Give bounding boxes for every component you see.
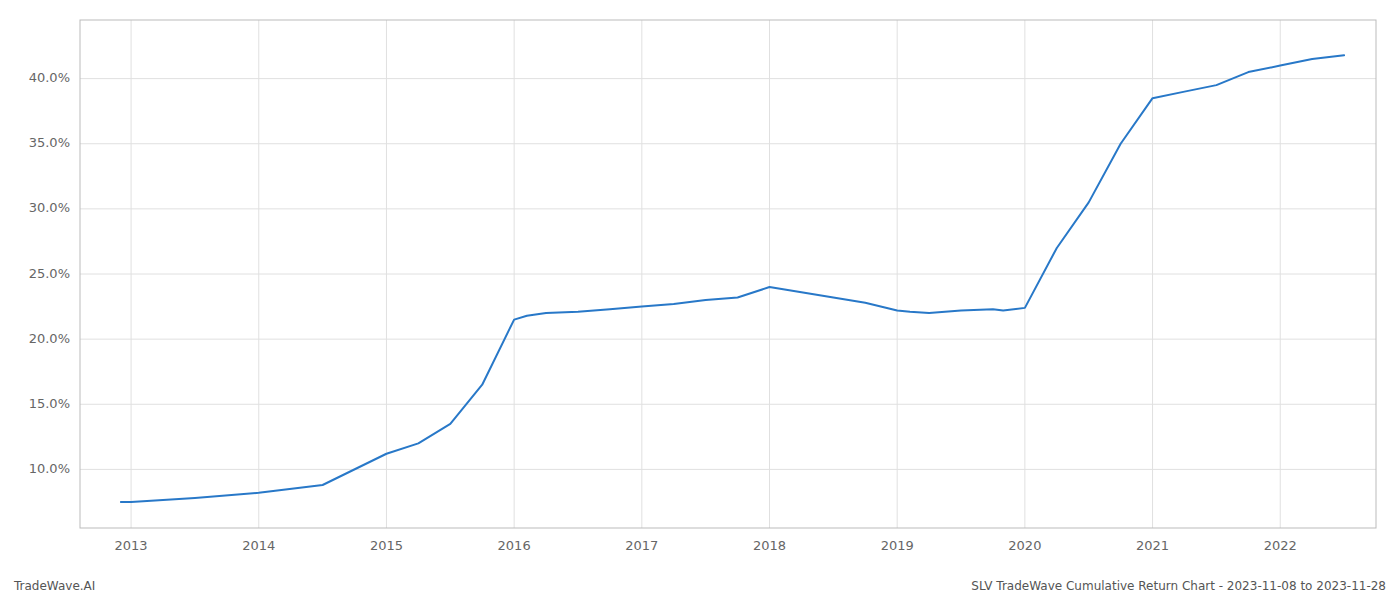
x-tick-label: 2016 (498, 538, 531, 553)
y-tick-label: 30.0% (29, 200, 70, 215)
y-tick-label: 15.0% (29, 396, 70, 411)
grid (80, 20, 1376, 528)
x-grid-line (258, 20, 259, 528)
background (0, 0, 1400, 600)
x-grid-line (514, 20, 515, 528)
x-tick-label: 2020 (1008, 538, 1041, 553)
y-tick-label: 10.0% (29, 461, 70, 476)
footer-text: SLV TradeWave Cumulative Return Chart - … (971, 579, 1386, 593)
x-tick-label: 2019 (881, 538, 914, 553)
x-grid-line (1280, 20, 1281, 528)
x-grid-line (897, 20, 898, 528)
series-group (121, 55, 1344, 502)
x-grid-line (131, 20, 132, 528)
y-tick-label: 35.0% (29, 135, 70, 150)
x-tick-label: 2022 (1264, 538, 1297, 553)
line (121, 55, 1344, 502)
x-grid-line (386, 20, 387, 528)
y-grid-line (80, 404, 1376, 405)
axes: 10.0% 15.0% 20.0% 25.0% 30.0% 35.0% 40.0% 2013 2… (29, 20, 1376, 553)
x-grid-line (769, 20, 770, 528)
plot-frame (80, 20, 1376, 528)
y-grid-line (80, 143, 1376, 144)
x-tick-label: 2014 (242, 538, 275, 553)
x-grid-line (1152, 20, 1153, 528)
y-grid-line (80, 274, 1376, 275)
y-tick-label: 40.0% (29, 70, 70, 85)
y-tick-label: 20.0% (29, 331, 70, 346)
footer-text: TradeWave.AI (13, 579, 95, 593)
chart: 10.0% 15.0% 20.0% 25.0% 30.0% 35.0% 40.0% 2013 2… (0, 0, 1400, 600)
x-grid-line (641, 20, 642, 528)
y-grid-line (80, 469, 1376, 470)
x-grid-line (1024, 20, 1025, 528)
x-tick-label: 2021 (1136, 538, 1169, 553)
x-tick-label: 2015 (370, 538, 403, 553)
y-tick-label: 25.0% (29, 266, 70, 281)
y-grid-line (80, 208, 1376, 209)
x-tick-label: 2013 (115, 538, 148, 553)
y-grid-line (80, 78, 1376, 79)
y-grid-line (80, 339, 1376, 340)
x-tick-label: 2018 (753, 538, 786, 553)
x-tick-label: 2017 (625, 538, 658, 553)
